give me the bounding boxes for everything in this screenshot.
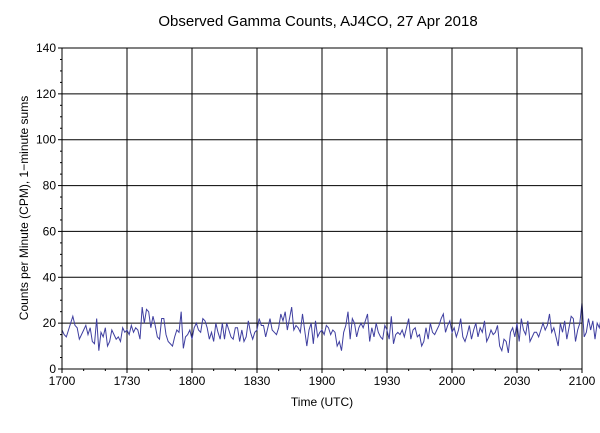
x-tick-label: 1930 — [374, 374, 401, 388]
x-tick-label: 1800 — [179, 374, 206, 388]
x-tick-label: 2100 — [569, 374, 596, 388]
x-axis-ticks: 1700 1730 1800 1830 1900 1930 2000 2030 2100 — [49, 369, 596, 388]
y-tick-label: 100 — [36, 133, 56, 147]
x-tick-label: 2030 — [504, 374, 531, 388]
y-tick-label: 120 — [36, 87, 56, 101]
x-tick-label: 1900 — [309, 374, 336, 388]
y-tick-label: 20 — [43, 316, 57, 330]
y-tick-label: 0 — [49, 362, 56, 376]
y-tick-label: 140 — [36, 41, 56, 55]
y-tick-label: 40 — [43, 270, 57, 284]
x-axis-label: Time (UTC) — [291, 395, 353, 409]
grid-lines — [62, 48, 582, 369]
chart-title: Observed Gamma Counts, AJ4CO, 27 Apr 201… — [158, 13, 477, 30]
x-tick-label: 1830 — [244, 374, 271, 388]
series-line-gamma-counts — [61, 302, 600, 354]
x-tick-label: 2000 — [439, 374, 466, 388]
plot-frame — [61, 47, 583, 370]
x-tick-label: 1730 — [114, 374, 141, 388]
y-axis-ticks: 0 20 40 60 80 100 120 140 — [36, 41, 62, 376]
y-tick-label: 80 — [43, 179, 57, 193]
y-axis-label: Counts per Minute (CPM), 1−minute sums — [17, 96, 31, 320]
x-tick-label: 1700 — [49, 374, 76, 388]
y-tick-label: 60 — [43, 224, 57, 238]
